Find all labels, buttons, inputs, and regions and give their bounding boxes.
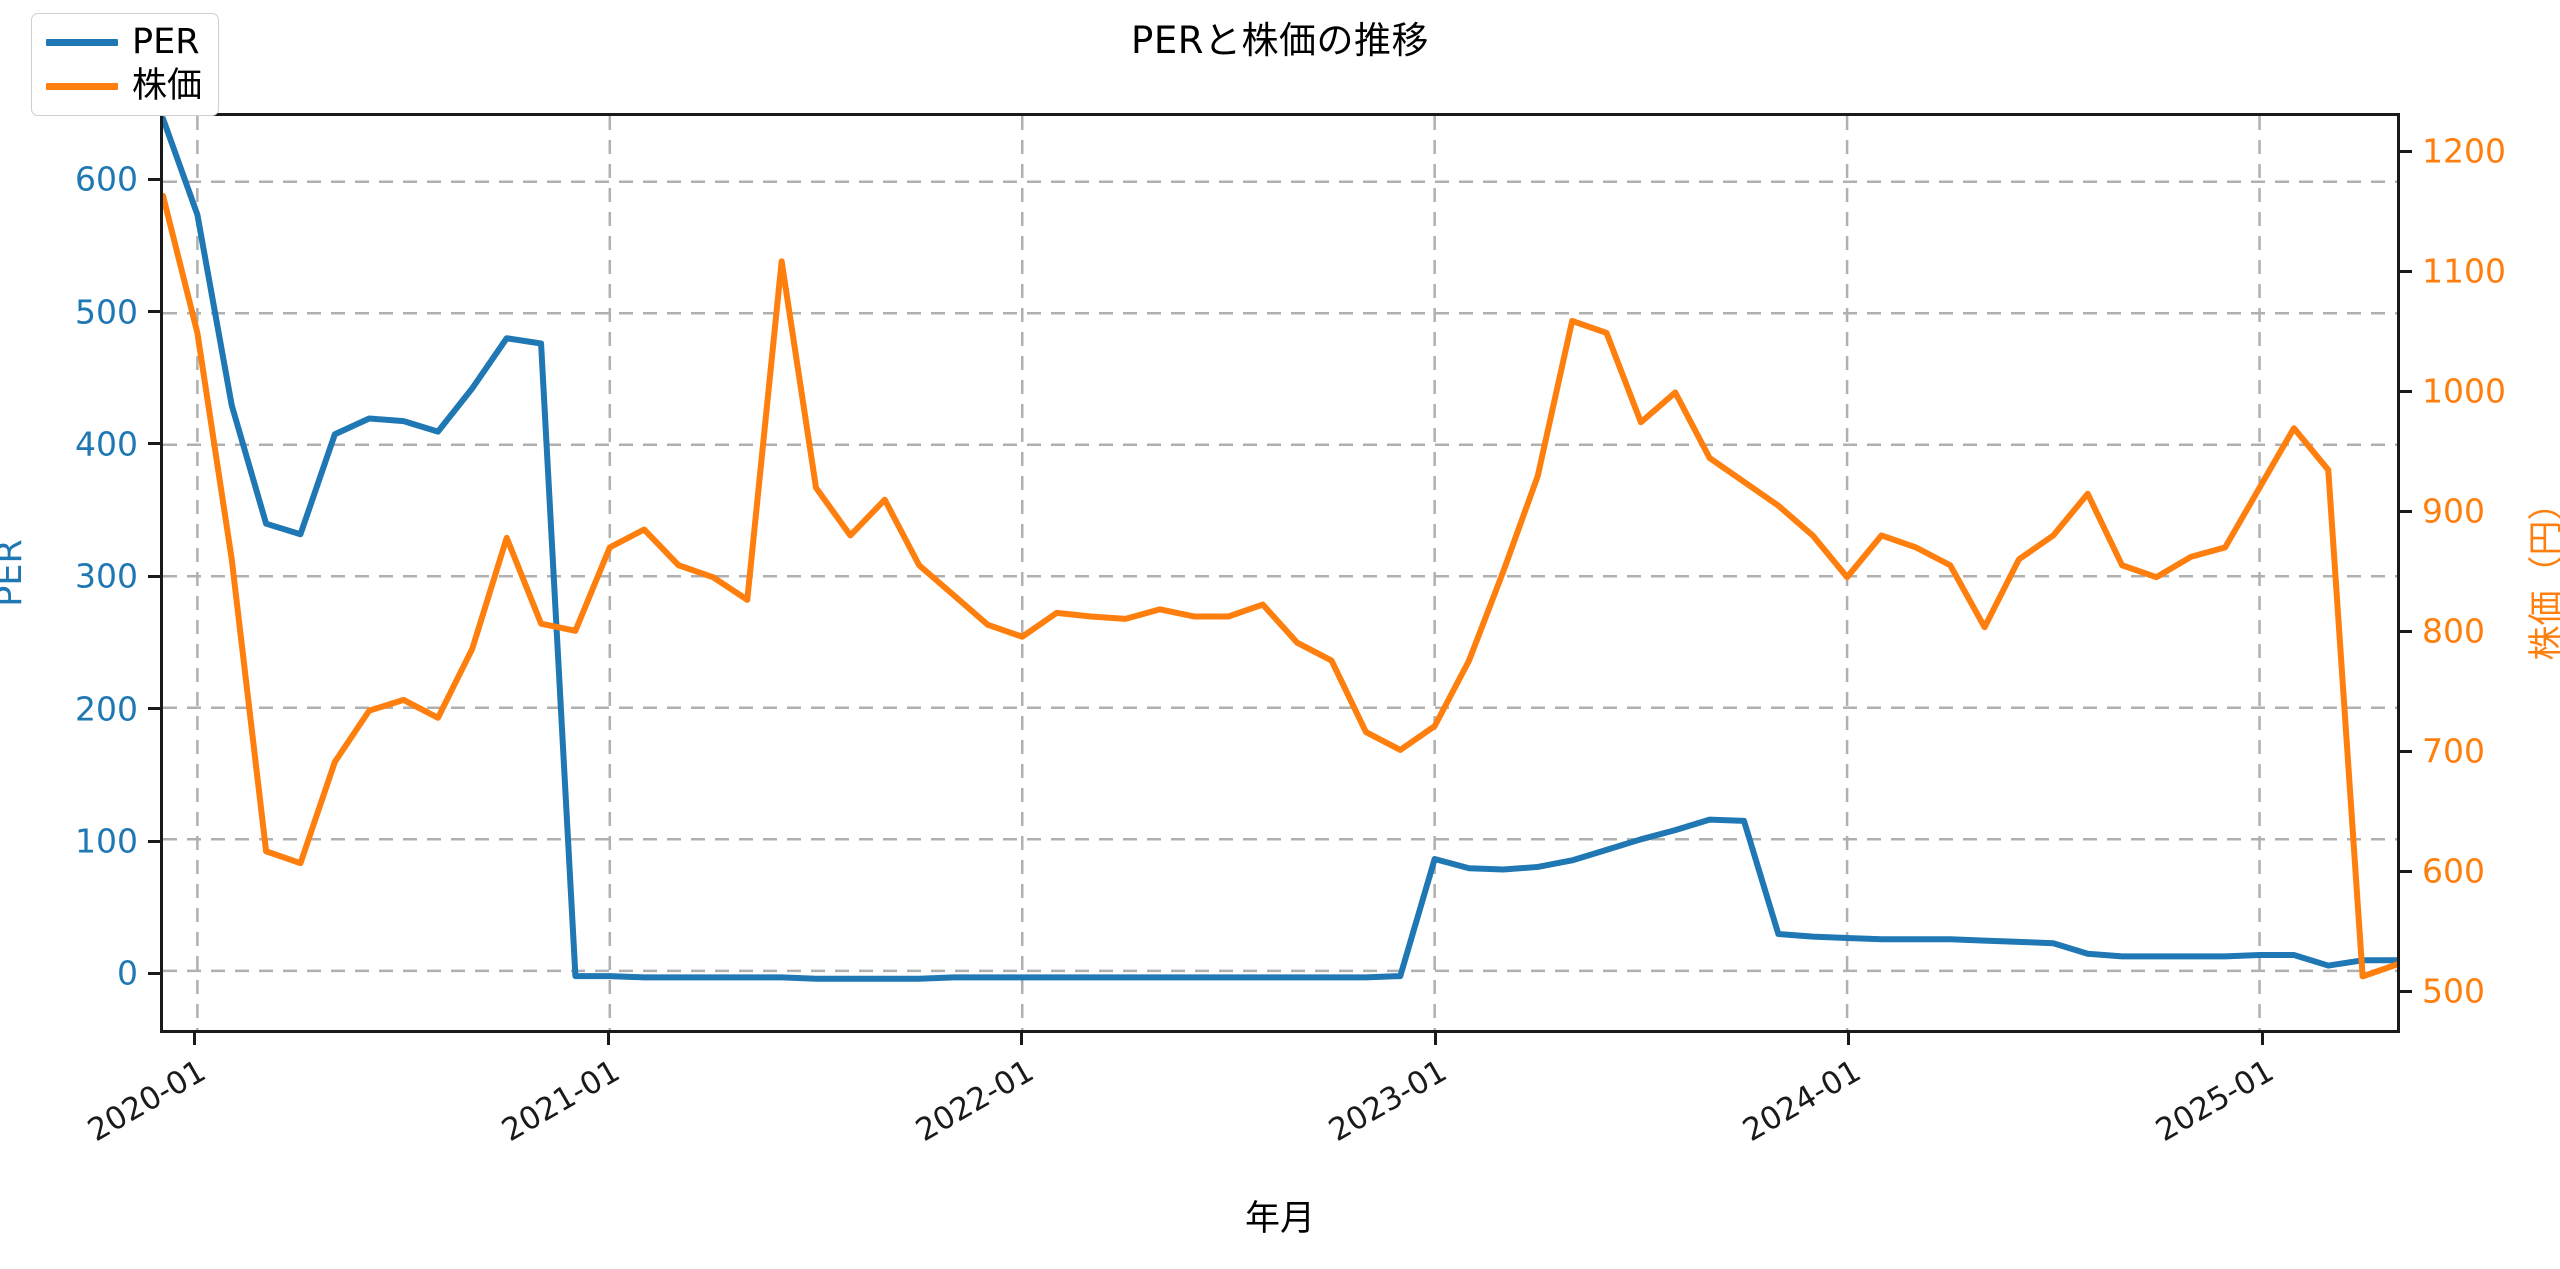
y-right-tick-label: 700 bbox=[2422, 731, 2485, 771]
y-left-tick-mark bbox=[148, 177, 160, 181]
grid-layer bbox=[163, 116, 2397, 1030]
series-line-per bbox=[163, 119, 2397, 979]
y-right-tick-label: 900 bbox=[2422, 491, 2485, 531]
y-left-tick-mark bbox=[148, 707, 160, 711]
legend-swatch-kabuka bbox=[46, 83, 118, 90]
x-tick-label: 2020-01 bbox=[82, 1053, 213, 1149]
legend-swatch-per bbox=[46, 39, 118, 46]
y-left-tick-label: 200 bbox=[75, 689, 138, 729]
chart-legend: PER 株価 bbox=[31, 13, 220, 116]
y-right-tick-label: 500 bbox=[2422, 971, 2485, 1011]
y-right-tick-label: 800 bbox=[2422, 611, 2485, 651]
y-left-tick-mark bbox=[148, 839, 160, 843]
y-left-tick-label: 100 bbox=[75, 821, 138, 861]
y-left-tick-label: 400 bbox=[75, 424, 138, 464]
legend-item-kabuka[interactable]: 株価 bbox=[46, 69, 202, 104]
y-left-tick-mark bbox=[148, 442, 160, 446]
y-right-tick-mark bbox=[2400, 869, 2412, 873]
legend-label-kabuka: 株価 bbox=[132, 66, 203, 106]
y-right-tick-mark bbox=[2400, 509, 2412, 513]
y-right-tick-mark bbox=[2400, 389, 2412, 393]
legend-item-per[interactable]: PER bbox=[46, 25, 202, 60]
y-right-tick-mark bbox=[2400, 989, 2412, 993]
series-layer bbox=[163, 116, 2397, 1030]
x-tick-mark bbox=[192, 1033, 196, 1045]
x-tick-mark bbox=[2260, 1033, 2264, 1045]
x-tick-mark bbox=[1433, 1033, 1437, 1045]
series-line-kabuka bbox=[163, 196, 2397, 977]
y-right-tick-label: 1200 bbox=[2422, 131, 2506, 171]
x-tick-mark bbox=[1020, 1033, 1024, 1045]
y-left-tick-label: 0 bbox=[117, 953, 138, 993]
x-tick-label: 2021-01 bbox=[495, 1053, 626, 1149]
chart-title: PERと株価の推移 bbox=[1131, 19, 1429, 62]
y-right-tick-label: 1100 bbox=[2422, 251, 2506, 291]
x-tick-mark bbox=[1847, 1033, 1851, 1045]
x-tick-label: 2023-01 bbox=[1322, 1053, 1454, 1149]
x-tick-mark bbox=[606, 1033, 610, 1045]
y-left-tick-mark bbox=[148, 310, 160, 314]
x-tick-label: 2024-01 bbox=[1736, 1053, 1867, 1149]
y-right-tick-label: 1000 bbox=[2422, 371, 2506, 411]
plot-area bbox=[160, 113, 2400, 1033]
y-left-tick-label: 600 bbox=[75, 159, 138, 199]
y-right-tick-label: 600 bbox=[2422, 851, 2485, 891]
y-right-tick-mark bbox=[2400, 749, 2412, 753]
y-left-tick-label: 500 bbox=[75, 292, 138, 332]
y-right-tick-mark bbox=[2400, 149, 2412, 153]
y-left-tick-mark bbox=[148, 971, 160, 975]
x-tick-label: 2022-01 bbox=[909, 1053, 1040, 1149]
y-right-tick-mark bbox=[2400, 629, 2412, 633]
y-right-tick-mark bbox=[2400, 269, 2412, 273]
y-left-tick-label: 300 bbox=[75, 556, 138, 596]
x-axis-label: 年月 bbox=[1244, 1199, 1315, 1239]
y-left-tick-mark bbox=[148, 574, 160, 578]
legend-label-per: PER bbox=[132, 22, 200, 62]
y-axis-right-label: 株価（円） bbox=[2527, 485, 2560, 661]
x-tick-label: 2025-01 bbox=[2149, 1053, 2281, 1149]
